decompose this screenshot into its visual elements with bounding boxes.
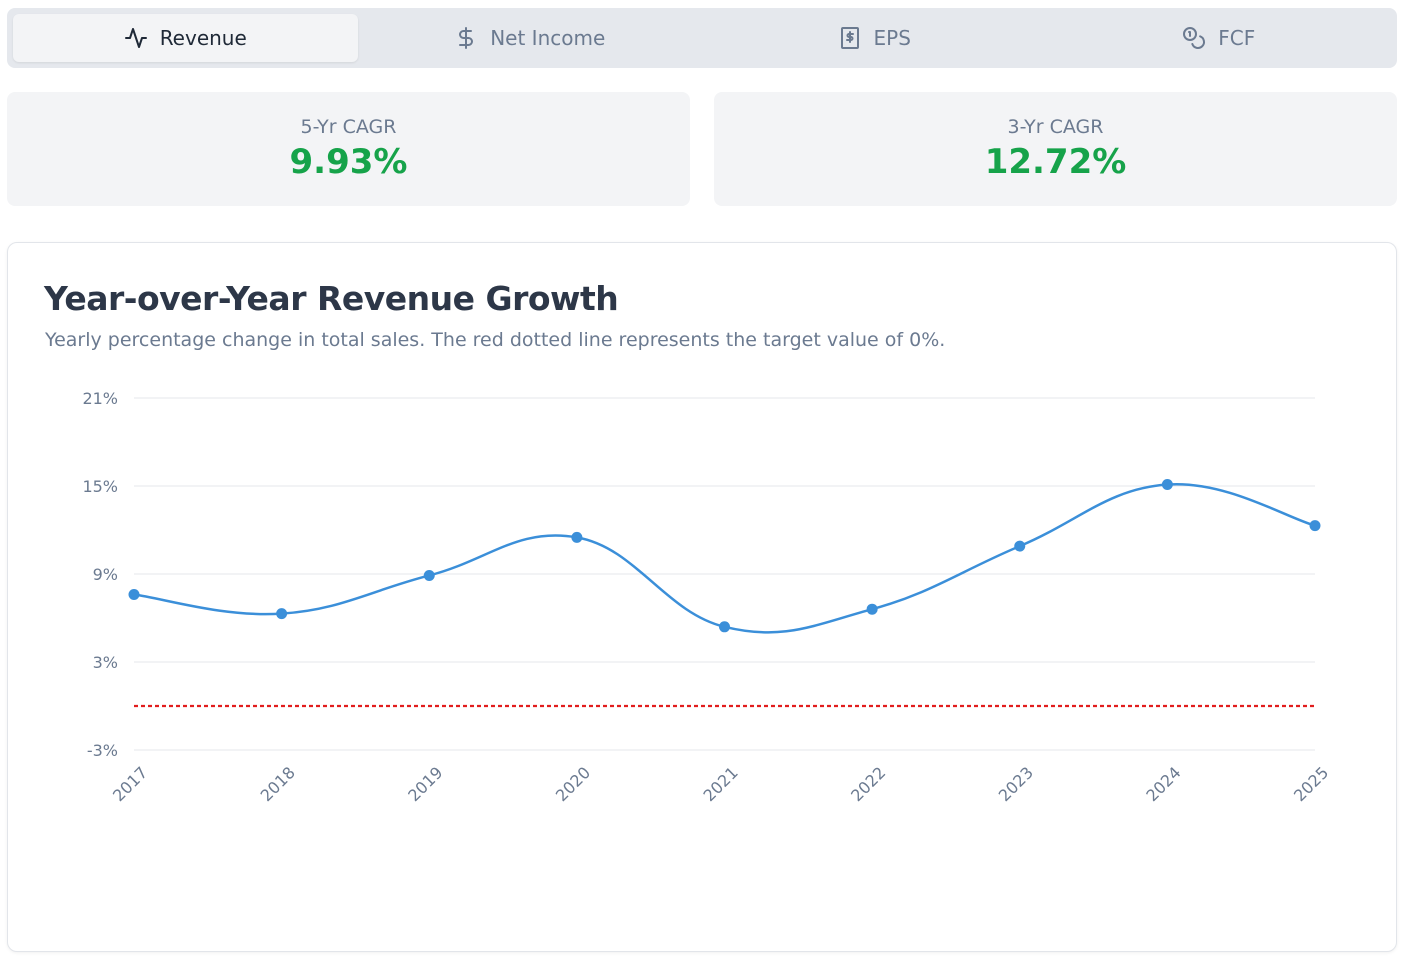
tab-fcf[interactable]: FCF [1047,14,1392,62]
line-chart: 21% 15% 9% 3% -3% 2017 2018 2019 2020 2021 2022 202… [82,389,1332,805]
data-point [1161,479,1173,491]
data-point [128,589,140,601]
x-tick-label: 2019 [404,763,446,805]
x-tick-label: 2023 [995,763,1037,805]
card-label: 5-Yr CAGR [300,116,397,138]
x-tick-label: 2021 [699,763,741,805]
x-tick-label: 2024 [1142,763,1184,805]
y-tick-label: 9% [93,565,118,584]
chart-title: Year-over-Year Revenue Growth [44,279,619,318]
x-tick-label: 2025 [1290,763,1332,805]
cagr-5yr-card: 5-Yr CAGR 9.93% [7,92,690,206]
card-label: 3-Yr CAGR [1007,116,1104,138]
chart-card: Year-over-Year Revenue Growth Yearly per… [7,242,1397,952]
y-tick-label: 3% [93,653,118,672]
cagr-3yr-card: 3-Yr CAGR 12.72% [714,92,1397,206]
tab-label: EPS [873,26,911,50]
tab-label: Net Income [490,26,606,50]
metric-tabs: Revenue Net Income EPS FCF [7,8,1397,68]
x-tick-label: 2022 [847,763,889,805]
data-point [571,531,583,543]
tab-label: FCF [1218,26,1256,50]
x-tick-label: 2017 [109,763,151,805]
x-tick-label: 2020 [552,763,594,805]
y-tick-label: 21% [82,389,118,408]
chart-subtitle: Yearly percentage change in total sales.… [45,329,946,351]
y-tick-label: -3% [87,741,118,760]
data-point [866,603,878,615]
coins-icon [1183,27,1206,49]
data-point [1014,540,1026,552]
data-point [719,621,730,633]
tab-eps[interactable]: EPS [702,14,1047,62]
tab-label: Revenue [159,26,247,50]
tab-net-income[interactable]: Net Income [358,14,703,62]
card-value: 12.72% [984,142,1127,182]
data-point [1309,520,1321,532]
dollar-icon [459,27,474,49]
series-line [133,483,1316,634]
activity-icon [124,28,147,48]
x-tick-label: 2018 [257,763,299,805]
receipt-icon [840,27,859,49]
data-point [276,608,288,620]
card-value: 9.93% [289,142,408,182]
tab-revenue[interactable]: Revenue [13,14,358,62]
y-tick-label: 15% [82,477,118,496]
data-point [423,569,435,581]
